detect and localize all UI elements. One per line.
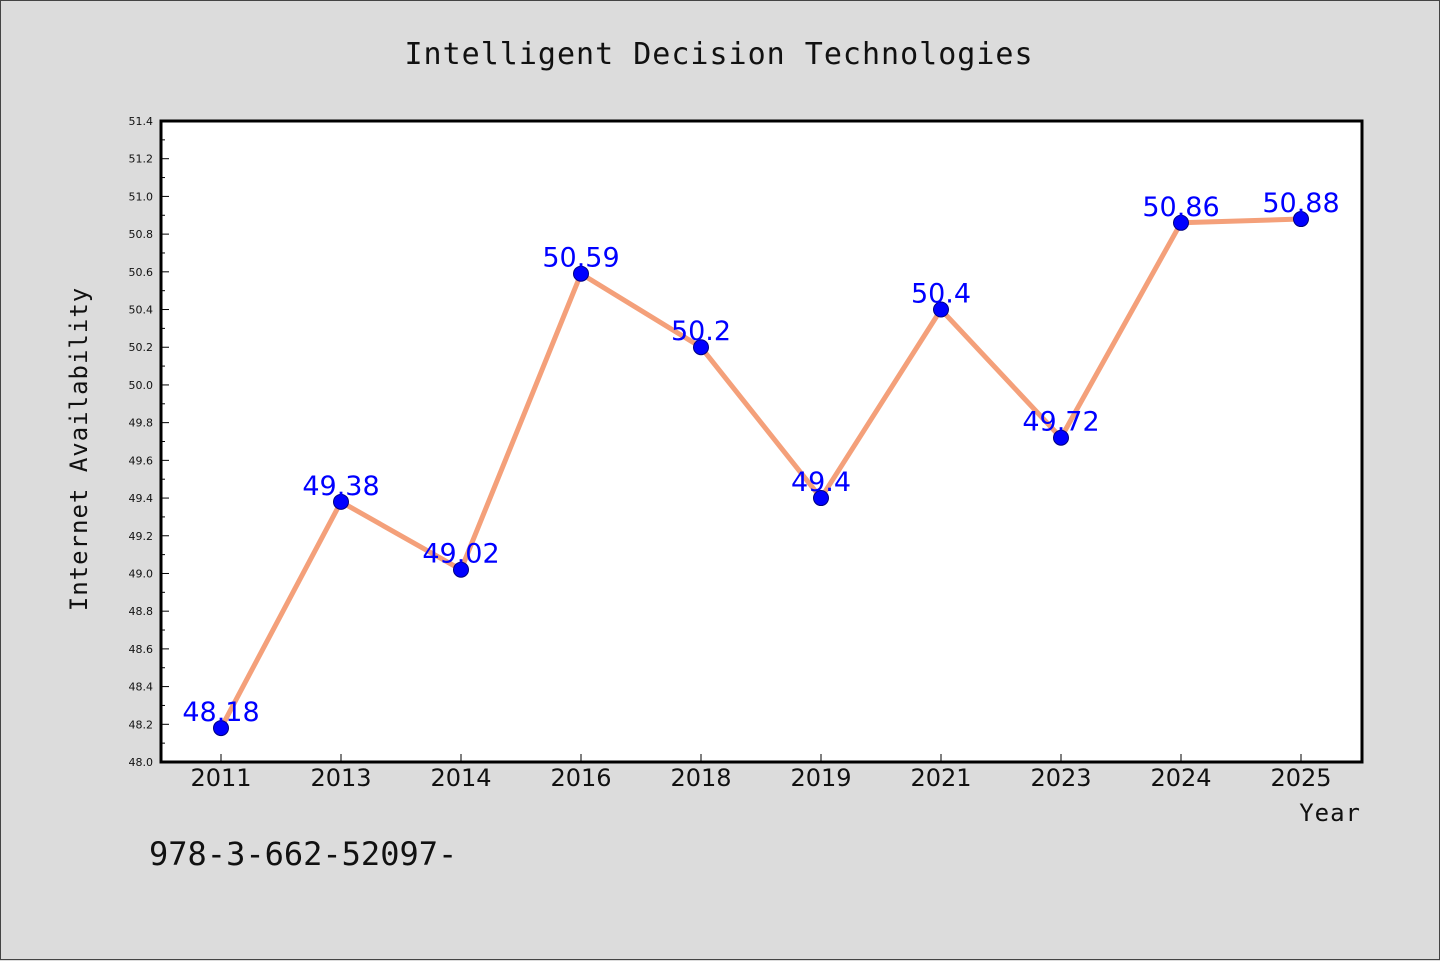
x-tick-label: 2025 [1270,764,1331,792]
y-tick-label: 48.0 [129,756,154,769]
data-label: 49.38 [302,471,379,502]
data-point [573,265,589,282]
y-tick-label: 50.6 [129,266,154,279]
y-tick-label: 50.8 [129,228,154,241]
data-point [813,490,829,507]
y-tick-label: 51.2 [129,153,154,166]
x-tick-label: 2014 [430,764,491,792]
x-tick-label: 2011 [190,764,251,792]
data-point [453,561,469,578]
x-tick-label: 2019 [790,764,851,792]
data-label: 50.86 [1142,192,1219,223]
y-axis-label: Internet Availability [65,287,93,611]
x-tick-label: 2023 [1030,764,1091,792]
data-label: 49.4 [791,467,851,498]
y-tick-label: 49.0 [129,567,154,580]
y-tick-label: 49.2 [129,530,154,543]
footnote-text: 978-3-662-52097- [149,835,457,873]
data-label: 50.4 [911,279,971,310]
data-point [933,301,949,318]
y-tick-label: 51.0 [129,190,154,203]
data-labels: 48.18 49.38 49.02 50.59 50.2 49.4 50.4 49.72 50.… [182,188,1339,728]
y-tick-label: 48.6 [129,643,154,656]
data-point [693,339,709,356]
series-line [218,216,1304,731]
x-tick-label: 2021 [910,764,971,792]
y-tick-label: 48.2 [129,718,154,731]
y-axis: 48.0 48.2 48.4 48.6 48.8 49.0 49.2 49.4 49.6 49.8… [129,115,169,769]
y-tick-label: 50.4 [129,304,154,317]
y-tick-label: 50.2 [129,341,154,354]
y-tick-label: 51.4 [129,115,154,128]
y-tick-label: 48.8 [129,605,154,618]
data-point [333,493,349,510]
data-label: 50.2 [671,316,731,347]
series-line-group [213,211,1309,737]
data-point [1053,429,1069,446]
x-axis: 2011 2013 2014 2016 2018 2019 2021 2023 2024 2025 [190,754,1332,792]
chart-title: Intelligent Decision Technologies [404,37,1033,72]
plot-area [159,119,1364,764]
y-tick-label: 48.4 [129,681,154,694]
data-point [1293,211,1309,228]
x-tick-label: 2013 [310,764,371,792]
x-tick-label: 2018 [670,764,731,792]
y-tick-label: 49.8 [129,417,154,430]
data-label: 50.88 [1262,188,1339,219]
y-tick-label: 50.0 [129,379,154,392]
data-point [213,720,229,737]
y-tick-label: 49.4 [129,492,154,505]
data-label: 49.02 [422,539,499,570]
data-label: 50.59 [542,243,619,274]
data-label: 49.72 [1022,407,1099,438]
x-tick-label: 2024 [1150,764,1211,792]
data-point [1173,214,1189,231]
x-axis-label: Year [1299,799,1361,827]
y-tick-label: 49.6 [129,454,154,467]
x-tick-label: 2016 [550,764,611,792]
data-label: 48.18 [182,697,259,728]
